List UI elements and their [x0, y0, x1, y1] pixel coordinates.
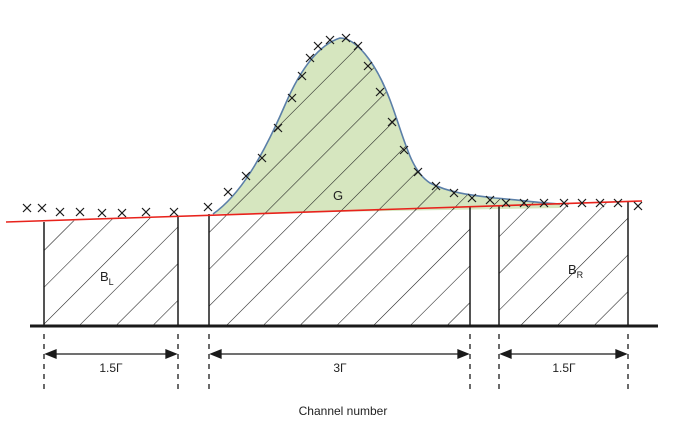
data-point-marker — [519, 198, 529, 208]
data-point-marker — [75, 207, 85, 217]
data-point-marker — [501, 198, 511, 208]
data-point-marker — [613, 198, 623, 208]
data-point-marker — [22, 203, 32, 213]
data-point-marker — [539, 198, 549, 208]
data-point-marker — [559, 198, 569, 208]
x-axis-label: Channel number — [299, 404, 388, 418]
data-point-marker — [577, 198, 587, 208]
data-point-marker — [633, 201, 643, 211]
data-point-marker — [449, 188, 459, 198]
data-point-marker — [325, 35, 335, 45]
center-width-label: 3Γ — [333, 361, 347, 375]
gross-peak-label: G — [333, 188, 343, 203]
left-background-region — [43, 216, 179, 326]
data-point-marker — [353, 41, 363, 51]
data-point-marker — [363, 61, 373, 71]
right-background-region — [498, 202, 629, 326]
data-point-marker — [287, 93, 297, 103]
data-point-marker — [375, 87, 385, 97]
background-line — [5, 200, 643, 223]
center-background-region — [208, 206, 471, 326]
data-point-marker — [431, 181, 441, 191]
data-point-marker — [257, 153, 267, 163]
data-point-marker — [341, 33, 351, 43]
data-markers — [22, 33, 643, 218]
data-point-marker — [141, 207, 151, 217]
left-width-label: 1.5Γ — [99, 361, 123, 375]
dimension-arrows — [44, 349, 628, 359]
data-point-marker — [223, 187, 233, 197]
data-point-marker — [485, 195, 495, 205]
data-point-marker — [55, 207, 65, 217]
right-background-label: BR — [568, 262, 584, 280]
right-width-label: 1.5Γ — [552, 361, 576, 375]
data-point-marker — [305, 53, 315, 63]
data-point-marker — [399, 145, 409, 155]
data-point-marker — [241, 171, 251, 181]
data-point-marker — [117, 208, 127, 218]
data-point-marker — [37, 203, 47, 213]
data-point-marker — [313, 41, 323, 51]
peak-outline — [212, 37, 561, 215]
data-point-marker — [203, 202, 213, 212]
data-point-marker — [97, 208, 107, 218]
data-point-marker — [169, 207, 179, 217]
data-point-marker — [467, 193, 477, 203]
left-background-label: BL — [100, 269, 114, 287]
data-point-marker — [273, 123, 283, 133]
data-point-marker — [413, 167, 423, 177]
data-point-marker — [387, 117, 397, 127]
data-point-marker — [595, 198, 605, 208]
data-point-marker — [297, 71, 307, 81]
